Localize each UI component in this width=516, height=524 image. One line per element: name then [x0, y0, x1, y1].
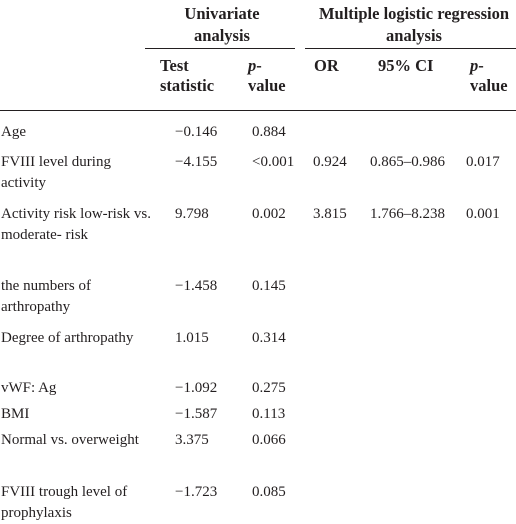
cell-p-value-1: 0.085: [252, 484, 286, 500]
row-label: Activity risk low-risk vs. moderate- ris…: [1, 206, 151, 243]
cell-p-value-1: 0.113: [252, 406, 286, 422]
header-rule: [0, 110, 516, 111]
cell-p-value-1: 0.002: [252, 206, 286, 222]
cell-test-statistic: 1.015: [175, 330, 209, 346]
cell-test-statistic: −1.092: [175, 380, 218, 396]
cell-p-value-1: 0.275: [252, 380, 286, 396]
cell-test-statistic: 3.375: [175, 432, 209, 448]
cell-p-value-1: <0.001: [252, 154, 295, 170]
cell-ci: 1.766–8.238: [370, 206, 445, 222]
col-header-ci: 95% CI: [378, 56, 434, 75]
row-label: FVIII trough level of prophylaxis: [1, 484, 128, 521]
cell-p-value-2: 0.001: [466, 206, 500, 222]
cell-p-value-1: 0.145: [252, 278, 286, 294]
cell-or: 0.924: [313, 154, 347, 170]
cell-test-statistic: −0.146: [175, 124, 218, 140]
row-label: BMI: [1, 406, 30, 422]
multiple-underline: [305, 48, 516, 49]
univariate-underline: [145, 48, 295, 49]
cell-p-value-2: 0.017: [466, 154, 500, 170]
cell-test-statistic: −4.155: [175, 154, 218, 170]
col-header-p-value-multiple: p-value: [470, 56, 508, 95]
row-label: the numbers of arthropathy: [1, 278, 91, 315]
row-label: vWF: Ag: [1, 380, 57, 396]
col-header-or: OR: [314, 56, 339, 75]
cell-p-value-1: 0.884: [252, 124, 286, 140]
univariate-header: Univariate analysis: [184, 4, 260, 45]
cell-test-statistic: 9.798: [175, 206, 209, 222]
cell-test-statistic: −1.458: [175, 278, 218, 294]
row-label: Normal vs. overweight: [1, 432, 139, 448]
cell-ci: 0.865–0.986: [370, 154, 445, 170]
row-label: FVIII level during activity: [1, 154, 111, 191]
cell-p-value-1: 0.066: [252, 432, 286, 448]
cell-test-statistic: −1.587: [175, 406, 218, 422]
cell-test-statistic: −1.723: [175, 484, 218, 500]
multiple-regression-header: Multiple logistic regression analysis: [318, 4, 510, 45]
cell-or: 3.815: [313, 206, 347, 222]
col-header-test-statistic: Test statistic: [160, 56, 215, 95]
row-label: Degree of arthropathy: [1, 330, 134, 346]
cell-p-value-1: 0.314: [252, 330, 286, 346]
row-label: Age: [1, 124, 26, 140]
col-header-p-value-univariate: p-value: [248, 56, 286, 95]
